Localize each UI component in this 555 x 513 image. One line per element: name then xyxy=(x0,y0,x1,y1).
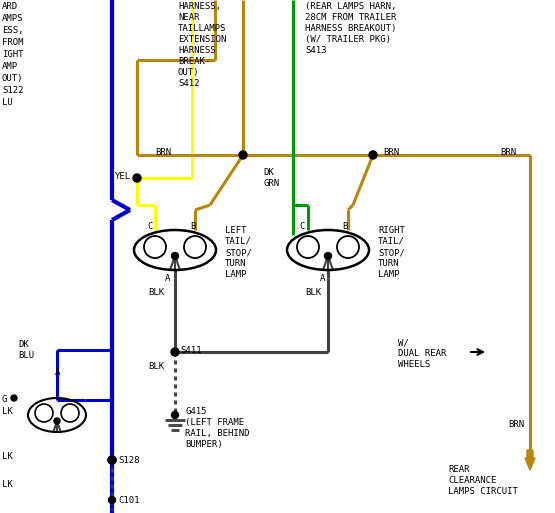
Text: BLU: BLU xyxy=(18,351,34,360)
Text: AMPS: AMPS xyxy=(2,14,23,23)
Text: S122: S122 xyxy=(2,86,23,95)
Text: STOP/: STOP/ xyxy=(378,248,405,257)
Text: S413: S413 xyxy=(305,46,326,55)
Text: RIGHT: RIGHT xyxy=(378,226,405,235)
Text: REAR: REAR xyxy=(448,465,470,474)
Text: LAMP: LAMP xyxy=(378,270,400,279)
Text: TAIL/: TAIL/ xyxy=(225,237,252,246)
Circle shape xyxy=(108,456,116,464)
Text: TURN: TURN xyxy=(225,259,246,268)
Text: RAIL, BEHIND: RAIL, BEHIND xyxy=(185,429,250,438)
Text: LU: LU xyxy=(2,98,13,107)
Circle shape xyxy=(133,174,141,182)
Text: C101: C101 xyxy=(118,496,139,505)
Text: A: A xyxy=(165,274,170,283)
Text: C: C xyxy=(147,222,153,231)
Text: (REAR LAMPS HARN,: (REAR LAMPS HARN, xyxy=(305,2,396,11)
Text: TURN: TURN xyxy=(378,259,400,268)
Text: BUMPER): BUMPER) xyxy=(185,440,223,449)
Text: DK: DK xyxy=(18,340,29,349)
Circle shape xyxy=(369,151,377,159)
Text: FROM: FROM xyxy=(2,38,23,47)
Text: LK: LK xyxy=(2,452,13,461)
Text: S128: S128 xyxy=(118,456,139,465)
Circle shape xyxy=(11,395,17,401)
Circle shape xyxy=(325,252,331,260)
Text: LAMP: LAMP xyxy=(225,270,246,279)
Text: LAMPS CIRCUIT: LAMPS CIRCUIT xyxy=(448,487,518,496)
Text: WHEELS: WHEELS xyxy=(398,360,430,369)
Text: HARNESS: HARNESS xyxy=(178,46,216,55)
Text: LEFT: LEFT xyxy=(225,226,246,235)
Text: TAILLAMPS: TAILLAMPS xyxy=(178,24,226,33)
Text: BLK: BLK xyxy=(305,288,321,297)
Text: 28CM FROM TRAILER: 28CM FROM TRAILER xyxy=(305,13,396,22)
Circle shape xyxy=(108,497,115,503)
Text: OUT): OUT) xyxy=(2,74,23,83)
Text: DUAL REAR: DUAL REAR xyxy=(398,349,446,358)
Text: (W/ TRAILER PKG): (W/ TRAILER PKG) xyxy=(305,35,391,44)
Text: A: A xyxy=(320,274,325,283)
Text: NEAR: NEAR xyxy=(178,13,199,22)
Text: OUT): OUT) xyxy=(178,68,199,77)
Text: YEL: YEL xyxy=(115,172,131,181)
Text: BRN: BRN xyxy=(383,148,399,157)
Text: ESS,: ESS, xyxy=(2,26,23,35)
Text: BRN: BRN xyxy=(155,148,171,157)
Text: B: B xyxy=(190,222,195,231)
Text: G: G xyxy=(2,395,7,404)
Text: BLK: BLK xyxy=(148,362,164,371)
Text: G415: G415 xyxy=(185,407,206,416)
Text: CLEARANCE: CLEARANCE xyxy=(448,476,496,485)
Text: EXTENSION: EXTENSION xyxy=(178,35,226,44)
Text: BREAK-: BREAK- xyxy=(178,57,210,66)
Text: S411: S411 xyxy=(180,346,201,355)
Text: (LEFT FRAME: (LEFT FRAME xyxy=(185,418,244,427)
Circle shape xyxy=(108,456,116,464)
Text: GRN: GRN xyxy=(263,179,279,188)
Text: W/: W/ xyxy=(398,338,408,347)
FancyArrow shape xyxy=(525,450,535,470)
Circle shape xyxy=(239,151,247,159)
Text: B: B xyxy=(342,222,347,231)
Circle shape xyxy=(171,348,179,356)
Text: S412: S412 xyxy=(178,79,199,88)
Circle shape xyxy=(54,418,60,424)
Text: LK: LK xyxy=(2,407,13,416)
Text: IGHT: IGHT xyxy=(2,50,23,59)
Text: AMP: AMP xyxy=(2,62,18,71)
Text: ARD: ARD xyxy=(2,2,18,11)
Text: HARNESS,: HARNESS, xyxy=(178,2,221,11)
Text: HARNESS BREAKOUT): HARNESS BREAKOUT) xyxy=(305,24,396,33)
Circle shape xyxy=(171,252,179,260)
Text: BLK: BLK xyxy=(148,288,164,297)
Text: BRN: BRN xyxy=(500,148,516,157)
Text: STOP/: STOP/ xyxy=(225,248,252,257)
Text: LK: LK xyxy=(2,480,13,489)
Circle shape xyxy=(171,411,179,419)
Text: DK: DK xyxy=(263,168,274,177)
Text: BRN: BRN xyxy=(508,420,524,429)
Text: C: C xyxy=(299,222,304,231)
Text: TAIL/: TAIL/ xyxy=(378,237,405,246)
Text: A: A xyxy=(55,368,60,377)
